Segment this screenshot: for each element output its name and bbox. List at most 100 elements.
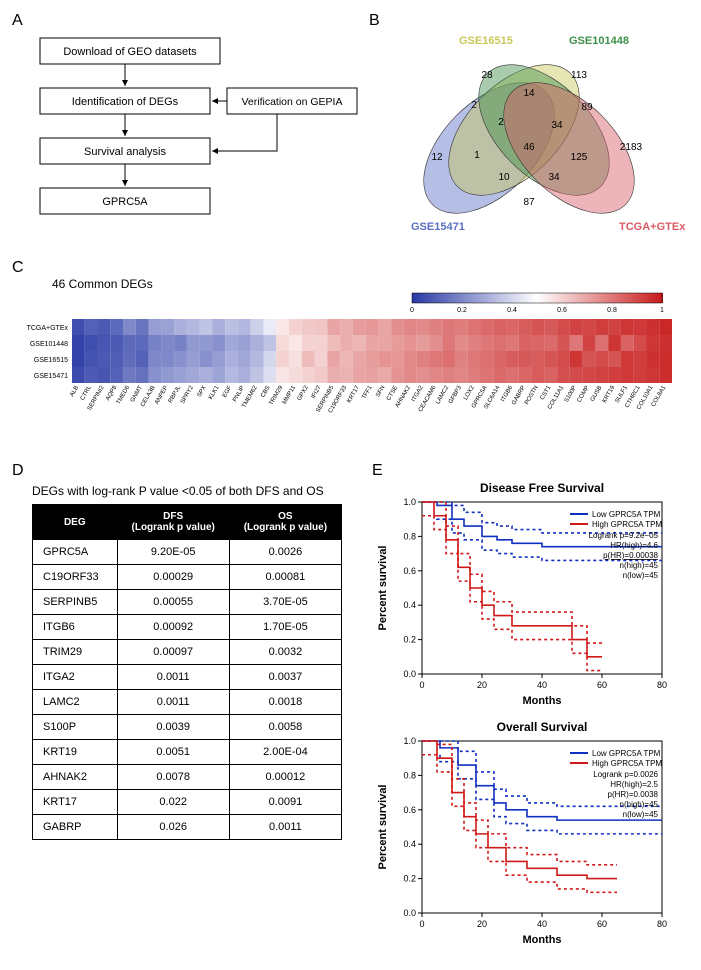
svg-text:Percent survival: Percent survival <box>377 546 389 631</box>
flow-box-1: Identification of DEGs <box>40 88 210 114</box>
panel-e: E Disease Free Survival0204060800.00.20.… <box>372 462 689 952</box>
svg-text:60: 60 <box>597 919 607 929</box>
svg-text:ALB: ALB <box>69 385 80 398</box>
table-header: DFS(Logrank p value) <box>117 505 229 540</box>
svg-text:12: 12 <box>431 152 443 163</box>
svg-text:IFI27: IFI27 <box>311 384 323 399</box>
svg-text:EGF: EGF <box>222 385 234 399</box>
svg-text:0.4: 0.4 <box>507 307 517 314</box>
venn-diagram: GSE15471GSE16515GSE101448TCGA+GTEx122811… <box>369 30 689 250</box>
svg-text:TMED6: TMED6 <box>116 384 132 405</box>
svg-text:34: 34 <box>551 120 563 131</box>
svg-text:KLK1: KLK1 <box>208 384 221 400</box>
table-row: TRIM290.000970.0032 <box>33 640 342 665</box>
table-row: KRT170.0220.0091 <box>33 790 342 815</box>
svg-text:GSE101448: GSE101448 <box>30 341 68 348</box>
svg-text:0.4: 0.4 <box>403 839 416 849</box>
table-row: ITGB60.000921.70E-05 <box>33 615 342 640</box>
svg-text:CST1: CST1 <box>540 384 553 401</box>
svg-text:0: 0 <box>419 680 424 690</box>
panel-b-label: B <box>369 12 689 30</box>
svg-text:Months: Months <box>522 934 561 946</box>
table-header: DEG <box>33 505 118 540</box>
svg-text:SFN: SFN <box>375 385 386 398</box>
svg-text:Logrank p=0.0026: Logrank p=0.0026 <box>593 770 658 779</box>
svg-text:GFBP3: GFBP3 <box>448 384 463 405</box>
svg-text:1: 1 <box>660 307 664 314</box>
table-row: KRT190.00512.00E-04 <box>33 740 342 765</box>
svg-text:GSE16515: GSE16515 <box>34 357 68 364</box>
svg-text:CBS: CBS <box>260 385 271 399</box>
row-de: D DEGs with log-rank P value <0.05 of bo… <box>12 462 689 952</box>
svg-text:60: 60 <box>597 680 607 690</box>
svg-text:KRT17: KRT17 <box>346 384 361 404</box>
svg-text:0.2: 0.2 <box>403 635 416 645</box>
flow-box-4: Verification on GEPIA <box>227 88 357 114</box>
panel-c: C 46 Common DEGs 00.20.40.60.81TCGA+GTEx… <box>12 259 689 454</box>
svg-text:1.0: 1.0 <box>403 736 416 746</box>
svg-text:Percent survival: Percent survival <box>377 785 389 870</box>
svg-text:GSE15471: GSE15471 <box>411 221 465 233</box>
row-ab: A Download of GEO datasets Identificatio… <box>12 12 689 253</box>
svg-text:2: 2 <box>498 117 504 128</box>
panel-d-label: D <box>12 462 372 480</box>
svg-text:Logrank p=9.2e−05: Logrank p=9.2e−05 <box>589 531 659 540</box>
degs-table: DEGDFS(Logrank p value)OS(Logrank p valu… <box>32 504 342 840</box>
panel-a: A Download of GEO datasets Identificatio… <box>12 12 369 253</box>
svg-text:TFF1: TFF1 <box>361 384 374 400</box>
svg-text:n(low)=45: n(low)=45 <box>623 571 659 580</box>
flow-box-3: GPRC5A <box>40 188 210 214</box>
panel-d: D DEGs with log-rank P value <0.05 of bo… <box>12 462 372 952</box>
svg-text:Low GPRC5A TPM: Low GPRC5A TPM <box>592 510 661 519</box>
svg-text:0.0: 0.0 <box>403 908 416 918</box>
svg-text:GSE15471: GSE15471 <box>34 373 68 380</box>
table-row: LAMC20.00110.0018 <box>33 690 342 715</box>
svg-text:n(high)=45: n(high)=45 <box>620 561 659 570</box>
svg-text:COMP: COMP <box>577 385 591 404</box>
svg-text:GSE16515: GSE16515 <box>459 35 513 47</box>
table-row: GPRC5A9.20E-050.0026 <box>33 540 342 565</box>
svg-text:0.2: 0.2 <box>403 874 416 884</box>
survival-dfs: Disease Free Survival0204060800.00.20.40… <box>372 480 672 710</box>
svg-text:40: 40 <box>537 919 547 929</box>
svg-text:Overall Survival: Overall Survival <box>497 720 588 734</box>
svg-text:n(low)=45: n(low)=45 <box>623 810 659 819</box>
svg-text:High GPRC5A TPM: High GPRC5A TPM <box>592 520 662 529</box>
svg-text:p(HR)=0.0038: p(HR)=0.0038 <box>608 790 659 799</box>
svg-text:CTRL: CTRL <box>80 384 93 401</box>
flow-box-2: Survival analysis <box>40 138 210 164</box>
svg-text:TCGA+GTEx: TCGA+GTEx <box>619 221 686 233</box>
panel-c-label: C <box>12 259 689 277</box>
svg-text:HR(high)=4.6: HR(high)=4.6 <box>610 541 658 550</box>
svg-text:89: 89 <box>581 102 593 113</box>
svg-text:0.6: 0.6 <box>403 805 416 815</box>
svg-text:HR(high)=2.5: HR(high)=2.5 <box>610 780 658 789</box>
flow-text: Download of GEO datasets <box>63 46 197 58</box>
table-row: SERPINB50.000553.70E-05 <box>33 590 342 615</box>
svg-text:14: 14 <box>523 88 535 99</box>
panel-d-title: DEGs with log-rank P value <0.05 of both… <box>32 484 372 498</box>
svg-text:87: 87 <box>523 197 535 208</box>
flow-box-0: Download of GEO datasets <box>40 38 220 64</box>
svg-text:0.6: 0.6 <box>557 307 567 314</box>
svg-text:1.0: 1.0 <box>403 497 416 507</box>
svg-text:0.8: 0.8 <box>403 770 416 780</box>
table-row: AHNAK20.00780.00012 <box>33 765 342 790</box>
svg-text:2: 2 <box>471 100 477 111</box>
panel-b: B GSE15471GSE16515GSE101448TCGA+GTEx1228… <box>369 12 689 253</box>
svg-text:0.2: 0.2 <box>457 307 467 314</box>
svg-text:0.0: 0.0 <box>403 669 416 679</box>
flow-text: Survival analysis <box>84 146 166 158</box>
heatmap: 00.20.40.60.81TCGA+GTExGSE101448GSE16515… <box>12 291 692 451</box>
flow-text: Verification on GEPIA <box>242 96 343 108</box>
panel-e-label: E <box>372 462 689 480</box>
svg-text:2183: 2183 <box>620 142 643 153</box>
svg-text:LOX2: LOX2 <box>463 384 476 401</box>
flow-text: GPRC5A <box>102 196 148 208</box>
svg-text:80: 80 <box>657 919 667 929</box>
svg-text:0.8: 0.8 <box>607 307 617 314</box>
table-row: C19ORF330.000290.00081 <box>33 565 342 590</box>
svg-text:GSE101448: GSE101448 <box>569 35 629 47</box>
svg-text:80: 80 <box>657 680 667 690</box>
svg-text:1: 1 <box>474 150 480 161</box>
